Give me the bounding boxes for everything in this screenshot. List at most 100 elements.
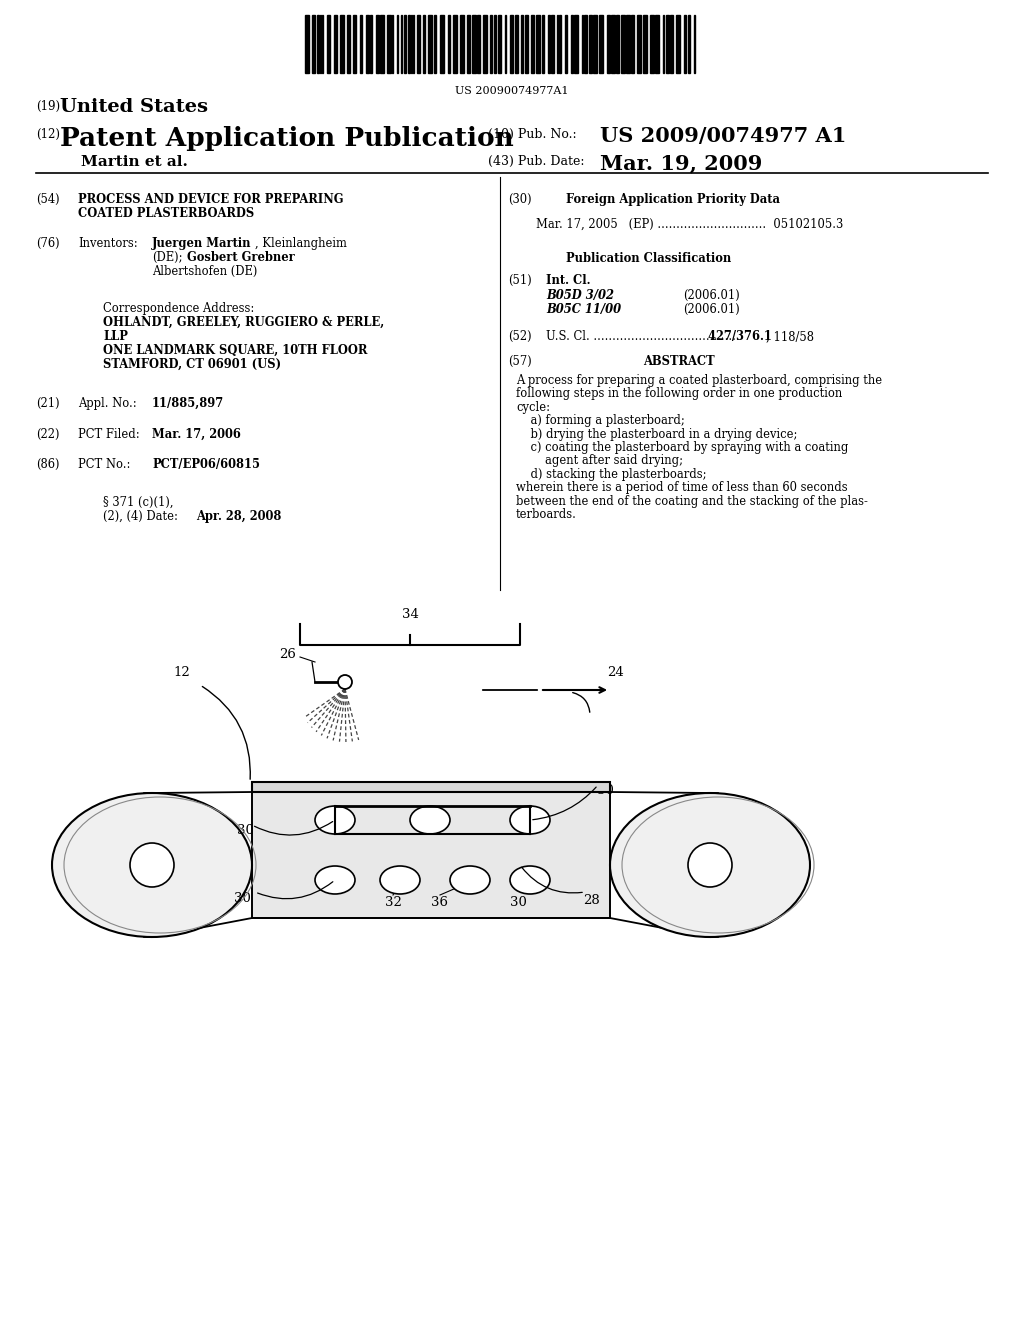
Text: 24: 24 [606, 665, 624, 678]
Bar [607, 15, 610, 73]
Bar [684, 15, 686, 73]
Bar [460, 15, 464, 73]
Text: (76): (76) [36, 238, 59, 249]
Text: U.S. Cl. .......................................: U.S. Cl. ...............................… [546, 330, 739, 343]
Bar [360, 15, 362, 73]
Text: (30): (30) [508, 193, 531, 206]
Text: between the end of the coating and the stacking of the plas-: between the end of the coating and the s… [516, 495, 868, 508]
Text: B05C 11/00: B05C 11/00 [546, 304, 622, 315]
Text: Gosbert Grebner: Gosbert Grebner [183, 251, 295, 264]
Text: PROCESS AND DEVICE FOR PREPARING: PROCESS AND DEVICE FOR PREPARING [78, 193, 343, 206]
Text: (19): (19) [36, 100, 60, 114]
Bar [453, 15, 457, 73]
Text: United States: United States [60, 98, 208, 116]
Bar [423, 15, 425, 73]
Bar [483, 15, 487, 73]
Text: following steps in the following order in one production: following steps in the following order i… [516, 387, 843, 400]
Bar [688, 15, 690, 73]
Circle shape [688, 843, 732, 887]
Text: (2006.01): (2006.01) [683, 289, 739, 302]
Text: (22): (22) [36, 428, 59, 441]
Text: § 371 (c)(1),: § 371 (c)(1), [103, 496, 173, 510]
Text: Foreign Application Priority Data: Foreign Application Priority Data [566, 193, 780, 206]
Text: COATED PLASTERBOARDS: COATED PLASTERBOARDS [78, 207, 254, 220]
Text: (2006.01): (2006.01) [683, 304, 739, 315]
Bar [340, 15, 344, 73]
Text: 11/885,897: 11/885,897 [152, 397, 224, 411]
Bar [542, 15, 544, 73]
Ellipse shape [610, 793, 810, 937]
Bar [334, 15, 337, 73]
Text: A process for preparing a coated plasterboard, comprising the: A process for preparing a coated plaster… [516, 374, 882, 387]
Text: (21): (21) [36, 397, 59, 411]
Text: 30: 30 [233, 891, 251, 904]
Text: wherein there is a period of time of less than 60 seconds: wherein there is a period of time of les… [516, 482, 848, 494]
Text: 26: 26 [280, 648, 296, 661]
Text: Int. Cl.: Int. Cl. [546, 275, 591, 286]
Bar [347, 15, 350, 73]
Text: d) stacking the plasterboards;: d) stacking the plasterboards; [516, 467, 707, 480]
Text: Correspondence Address:: Correspondence Address: [103, 302, 254, 315]
Bar [317, 15, 319, 73]
Bar [477, 15, 480, 73]
Bar [536, 15, 540, 73]
Bar [380, 15, 384, 73]
Bar [670, 15, 673, 73]
Bar [643, 15, 647, 73]
Bar [366, 15, 369, 73]
Bar [655, 15, 659, 73]
Bar [584, 15, 587, 73]
FancyArrowPatch shape [572, 693, 590, 713]
Bar [387, 15, 391, 73]
Bar [305, 15, 309, 73]
Text: Publication Classification: Publication Classification [566, 252, 731, 265]
Text: 36: 36 [431, 895, 449, 908]
Bar [428, 15, 432, 73]
Text: (86): (86) [36, 458, 59, 471]
Polygon shape [252, 792, 610, 917]
Ellipse shape [450, 866, 490, 894]
Bar [531, 15, 534, 73]
Text: (DE);: (DE); [152, 251, 182, 264]
Bar [417, 15, 420, 73]
Text: Mar. 19, 2009: Mar. 19, 2009 [600, 153, 763, 173]
Text: OHLANDT, GREELEY, RUGGIERO & PERLE,: OHLANDT, GREELEY, RUGGIERO & PERLE, [103, 315, 384, 329]
Text: , Kleinlangheim: , Kleinlangheim [255, 238, 347, 249]
Bar [574, 15, 578, 73]
Bar [327, 15, 330, 73]
Text: B05D 3/02: B05D 3/02 [546, 289, 614, 302]
Bar [631, 15, 634, 73]
Text: 34: 34 [401, 609, 419, 622]
FancyArrowPatch shape [532, 787, 596, 820]
Text: PCT Filed:: PCT Filed: [78, 428, 139, 441]
Text: US 20090074977A1: US 20090074977A1 [456, 86, 568, 96]
Ellipse shape [315, 807, 355, 834]
Text: (2), (4) Date:: (2), (4) Date: [103, 510, 178, 523]
Text: terboards.: terboards. [516, 508, 577, 521]
Bar [637, 15, 641, 73]
Text: agent after said drying;: agent after said drying; [516, 454, 683, 467]
Polygon shape [252, 781, 610, 792]
Bar [494, 15, 496, 73]
Bar [515, 15, 518, 73]
Bar [548, 15, 550, 73]
Text: LLP: LLP [103, 330, 128, 343]
Bar [666, 15, 669, 73]
Ellipse shape [52, 793, 252, 937]
Bar [312, 15, 315, 73]
Text: PCT/EP06/60815: PCT/EP06/60815 [152, 458, 260, 471]
Bar [599, 15, 603, 73]
Bar [510, 15, 513, 73]
Ellipse shape [510, 807, 550, 834]
Text: 427/376.1: 427/376.1 [705, 330, 772, 343]
Text: b) drying the plasterboard in a drying device;: b) drying the plasterboard in a drying d… [516, 428, 798, 441]
Bar [440, 15, 444, 73]
Bar [353, 15, 356, 73]
Text: (54): (54) [36, 193, 59, 206]
Bar [376, 15, 379, 73]
FancyArrowPatch shape [258, 882, 333, 899]
Text: c) coating the plasterboard by spraying with a coating: c) coating the plasterboard by spraying … [516, 441, 848, 454]
Bar [565, 15, 567, 73]
Bar [616, 15, 618, 73]
Text: (51): (51) [508, 275, 531, 286]
